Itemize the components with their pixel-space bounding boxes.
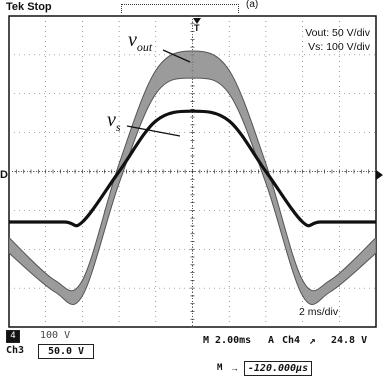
vout-label-main: v — [128, 29, 137, 51]
channel-a-tag: 4 — [6, 330, 20, 343]
trigger-channel: Ch4 — [282, 335, 301, 346]
ground-marker-left: D — [0, 169, 8, 181]
status-label: Tek Stop — [6, 1, 52, 13]
traces — [8, 50, 377, 305]
trigger-mode: A — [268, 335, 275, 346]
record-position-bar — [121, 4, 239, 13]
vout-upper-edge — [8, 50, 377, 292]
delay-arrow-icon: → — [230, 363, 239, 373]
vout-label: vout — [127, 29, 154, 54]
vout-pointer — [162, 49, 191, 63]
trigger-marker-shape — [193, 18, 201, 24]
trigger-slope-icon: ↗ — [309, 334, 316, 347]
delay-prefix: M — [217, 363, 223, 373]
channel3-tag: Ch3 — [6, 345, 25, 356]
ground-marker-right — [376, 170, 383, 180]
vout-label-sub: out — [136, 40, 153, 54]
vs-label-main: v — [107, 109, 116, 131]
vs-trace — [9, 109, 376, 228]
figure-tag: (a) — [246, 0, 259, 10]
scale-vs: Vs: 100 V/div — [308, 41, 370, 53]
trigger-marker: T — [194, 23, 200, 33]
vout-envelope — [9, 51, 376, 305]
vs-label-sub: s — [115, 120, 121, 134]
vout-lower-edge — [8, 77, 377, 305]
delay-value: -120.000μs — [244, 361, 312, 376]
horizontal-scale: M 2.00ms — [203, 335, 252, 346]
vs-pointer — [126, 125, 181, 137]
trigger-level: 24.8 V — [331, 335, 368, 346]
scale-vout: Vout: 50 V/div — [305, 27, 370, 39]
channel3-value: 50.0 V — [38, 344, 94, 359]
channel-a-value: 100 V — [40, 330, 71, 341]
timebase-note: 2 ms/div — [299, 306, 339, 318]
vs-label: vs — [107, 110, 121, 133]
